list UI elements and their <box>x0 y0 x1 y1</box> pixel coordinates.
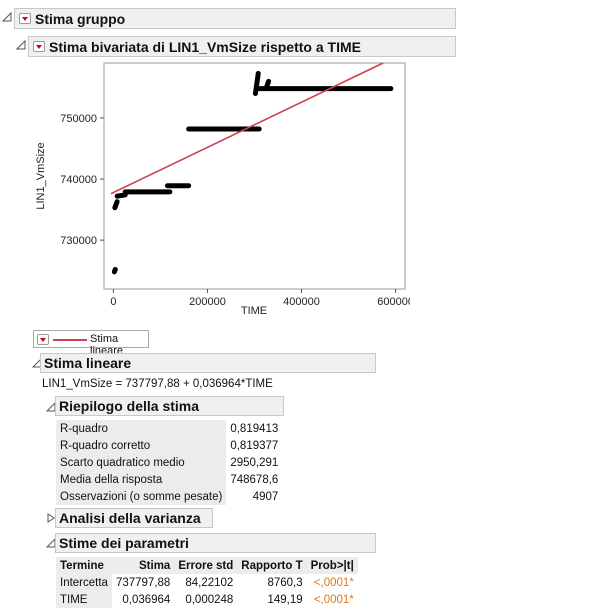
data-point-run <box>252 70 261 97</box>
red-triangle-menu-icon[interactable] <box>19 13 31 24</box>
params-table: Termine Stima Errore std Rapporto T Prob… <box>56 557 358 608</box>
stima-gruppo-header: Stima gruppo <box>14 8 456 29</box>
params-title: Stime dei parametri <box>59 535 189 551</box>
estimate-cell: 0,036964 <box>122 593 171 606</box>
x-axis-label: TIME <box>241 305 267 317</box>
y-tick-label: 730000 <box>60 235 97 247</box>
x-tick-label: 400000 <box>283 296 320 308</box>
bivariate-title: Stima bivariata di LIN1_VmSize rispetto … <box>49 38 361 55</box>
summary-title: Riepilogo della stima <box>59 398 200 414</box>
term-cell: Intercetta <box>56 574 112 591</box>
table-row: Scarto quadratico medio 2950,291 <box>56 454 282 471</box>
summary-value: 0,819413 <box>230 422 279 435</box>
col-header-prob: Prob>|t| <box>306 557 358 574</box>
data-point-run <box>263 78 272 91</box>
summary-value: 0,819377 <box>230 439 279 452</box>
red-triangle-menu-icon[interactable] <box>37 334 49 345</box>
data-point-run <box>114 192 128 199</box>
summary-value: 748678,6 <box>230 473 279 486</box>
term-cell: TIME <box>56 591 112 608</box>
t-ratio-cell: 8760,3 <box>267 576 303 589</box>
fit-equation: LIN1_VmSize = 737797,88 + 0,036964*TIME <box>42 378 273 390</box>
legend-box[interactable]: Stima lineare <box>33 330 149 357</box>
t-ratio-cell: 149,19 <box>267 593 303 606</box>
col-header-std-err: Errore std <box>174 557 238 574</box>
fit-header: Stima lineare <box>40 353 376 373</box>
std-err-cell: 84,22102 <box>185 576 234 589</box>
legend-line-swatch <box>53 339 87 341</box>
linear-fit-line <box>110 62 384 195</box>
disclosure-open-icon[interactable] <box>2 12 12 22</box>
y-tick-label: 740000 <box>60 174 97 186</box>
col-header-t-ratio: Rapporto T <box>237 557 307 574</box>
table-row: R-quadro corretto 0,819377 <box>56 437 282 454</box>
x-tick-label: 200000 <box>189 296 226 308</box>
summary-label: R-quadro corretto <box>56 437 227 454</box>
prob-cell: <,0001* <box>313 576 354 589</box>
red-triangle-menu-icon[interactable] <box>33 41 45 52</box>
stima-gruppo-title: Stima gruppo <box>35 10 126 27</box>
table-row: Osservazioni (o somme pesate) 4907 <box>56 488 282 505</box>
summary-value: 4907 <box>252 490 279 503</box>
summary-header: Riepilogo della stima <box>55 396 284 416</box>
params-header: Stime dei parametri <box>55 533 376 553</box>
summary-label: R-quadro <box>56 420 227 437</box>
fit-title: Stima lineare <box>44 355 132 371</box>
y-axis-label: LIN1_VmSize <box>35 142 47 209</box>
estimate-cell: 737797,88 <box>115 576 171 589</box>
summary-label: Media della risposta <box>56 471 227 488</box>
anova-header[interactable]: Analisi della varianza <box>55 508 213 528</box>
disclosure-closed-icon[interactable] <box>46 513 56 523</box>
summary-value: 2950,291 <box>230 456 279 469</box>
table-row: R-quadro 0,819413 <box>56 420 282 437</box>
bivariate-scatter-plot[interactable]: 730000 740000 750000 0 200000 400000 600000 T… <box>30 58 410 320</box>
summary-table: R-quadro 0,819413 R-quadro corretto 0,81937… <box>56 420 282 505</box>
std-err-cell: 0,000248 <box>185 593 234 606</box>
col-header-estimate: Stima <box>111 557 175 574</box>
col-header-term: Termine <box>56 557 112 574</box>
data-point-run <box>111 266 118 275</box>
table-row: TIME 0,036964 0,000248 149,19 <,0001* <box>56 591 358 608</box>
plot-frame <box>103 62 406 290</box>
y-tick-label: 750000 <box>60 113 97 125</box>
disclosure-open-icon[interactable] <box>16 40 26 50</box>
table-row: Media della risposta 748678,6 <box>56 471 282 488</box>
data-point-run <box>112 199 120 211</box>
table-row: Intercetta 737797,88 84,22102 8760,3 <,0… <box>56 574 358 591</box>
bivariate-header: Stima bivariata di LIN1_VmSize rispetto … <box>28 36 456 57</box>
anova-title: Analisi della varianza <box>59 510 201 526</box>
x-tick-label: 0 <box>110 296 116 308</box>
summary-label: Scarto quadratico medio <box>56 454 227 471</box>
x-tick-label: 600000 <box>377 296 410 308</box>
summary-label: Osservazioni (o somme pesate) <box>56 488 227 505</box>
prob-cell: <,0001* <box>313 593 354 606</box>
